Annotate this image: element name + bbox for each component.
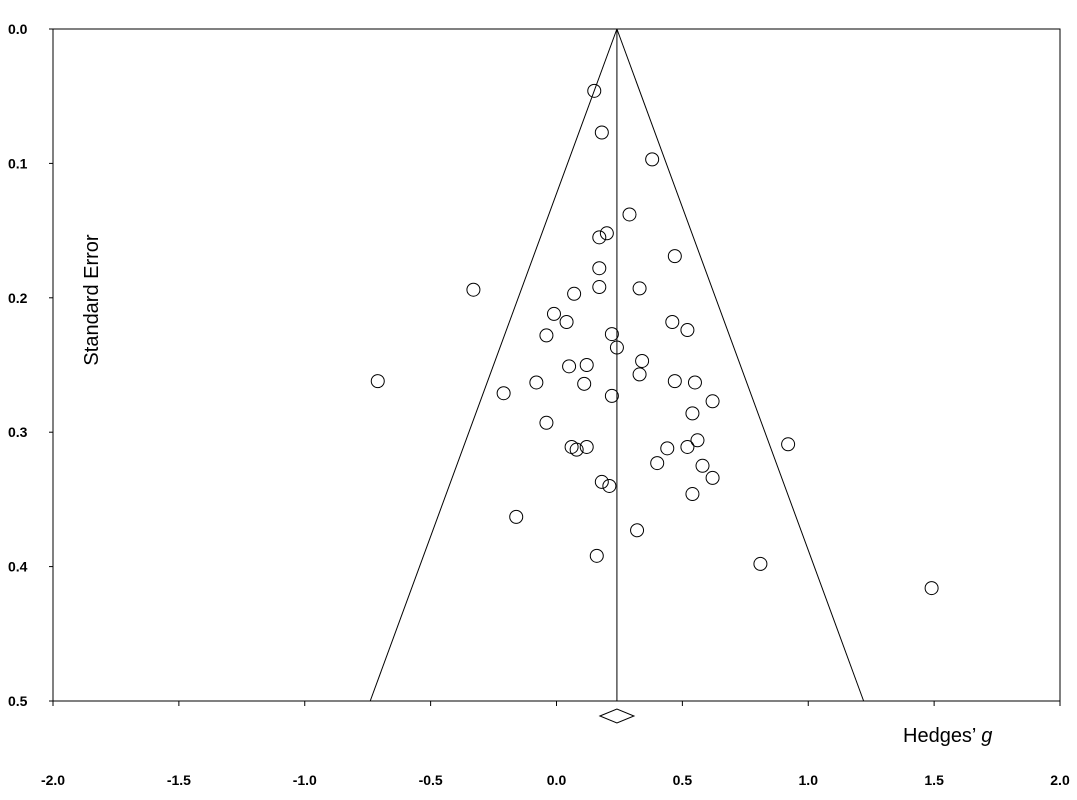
- study-point: [635, 353, 650, 368]
- x-tick-label: 0.5: [673, 772, 693, 788]
- study-point: [589, 548, 604, 563]
- plot-frame: [52, 28, 1061, 702]
- study-point: [509, 509, 524, 524]
- x-tick-label: -1.0: [293, 772, 317, 788]
- study-point: [660, 441, 675, 456]
- study-point: [564, 439, 579, 454]
- x-axis-ticks: -2.0 -1.5 -1.0 -0.5 0.0 0.5 1.0 1.5 2.0: [41, 701, 1070, 788]
- study-point: [539, 415, 554, 430]
- y-tick-label: 0.1: [8, 155, 28, 171]
- study-point: [599, 226, 614, 241]
- study-point: [632, 367, 647, 382]
- study-point: [587, 83, 602, 98]
- study-point: [753, 556, 768, 571]
- study-point: [602, 478, 617, 493]
- study-point: [680, 439, 695, 454]
- study-point: [559, 314, 574, 329]
- study-point: [594, 474, 609, 489]
- study-point: [705, 394, 720, 409]
- x-tick-label: 2.0: [1050, 772, 1070, 788]
- study-point: [539, 328, 554, 343]
- study-point: [630, 523, 645, 538]
- study-point: [667, 249, 682, 264]
- study-point: [592, 280, 607, 295]
- y-tick-label: 0.2: [8, 290, 28, 306]
- funnel-left-line: [369, 28, 618, 702]
- funnel-right-line: [616, 28, 865, 702]
- study-point: [781, 437, 796, 452]
- x-tick-label: 0.0: [547, 772, 567, 788]
- study-point: [496, 386, 511, 401]
- y-tick-label: 0.4: [8, 559, 28, 575]
- study-point: [650, 456, 665, 471]
- study-point: [645, 152, 660, 167]
- study-point: [665, 314, 680, 329]
- study-point: [685, 487, 700, 502]
- x-tick-label: -0.5: [419, 772, 443, 788]
- study-point: [705, 470, 720, 485]
- study-points: [370, 83, 939, 596]
- study-point: [680, 323, 695, 338]
- study-point: [579, 439, 594, 454]
- y-tick-label: 0.5: [8, 693, 28, 709]
- x-axis-label-symbol: g: [981, 725, 992, 747]
- y-tick-label: 0.0: [8, 21, 28, 37]
- study-point: [687, 375, 702, 390]
- study-point: [632, 281, 647, 296]
- summary-diamond-shape: [598, 708, 636, 724]
- study-point: [567, 286, 582, 301]
- x-tick-label: 1.0: [799, 772, 819, 788]
- study-point: [370, 374, 385, 389]
- funnel: [369, 28, 865, 702]
- study-point: [577, 376, 592, 391]
- x-tick-label: -1.5: [167, 772, 191, 788]
- study-point: [609, 340, 624, 355]
- study-point: [579, 358, 594, 372]
- x-axis-label-text: Hedges’: [903, 725, 976, 747]
- y-axis-label: Standard Error: [81, 234, 103, 366]
- y-axis-ticks: 0.0 0.1 0.2 0.3 0.4 0.5: [8, 21, 53, 709]
- study-point: [592, 230, 607, 245]
- x-tick-label: 1.5: [924, 772, 944, 788]
- study-point: [466, 282, 481, 297]
- study-point: [622, 207, 637, 222]
- study-point: [685, 406, 700, 421]
- study-point: [546, 306, 561, 321]
- y-tick-label: 0.3: [8, 424, 28, 440]
- x-axis-label: Hedges’ g: [903, 725, 992, 747]
- study-point: [924, 581, 939, 596]
- study-point: [562, 359, 577, 374]
- study-point: [695, 458, 710, 473]
- study-point: [604, 388, 619, 403]
- study-point: [604, 327, 619, 342]
- study-point: [592, 261, 607, 276]
- x-tick-label: -2.0: [41, 772, 65, 788]
- study-point: [690, 433, 705, 448]
- study-point: [569, 442, 584, 457]
- study-point: [594, 125, 609, 140]
- study-point: [529, 375, 544, 390]
- summary-diamond: [598, 708, 636, 724]
- study-point: [667, 374, 682, 389]
